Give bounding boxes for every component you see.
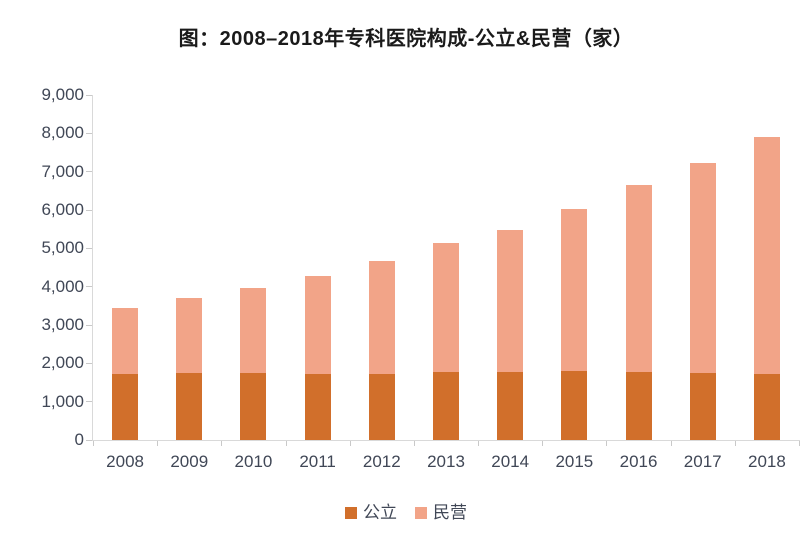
x-axis-label: 2012 [362, 452, 401, 471]
legend-label: 公立 [363, 503, 397, 522]
y-axis-tick [86, 401, 92, 403]
y-axis-label: 7,000 [41, 161, 84, 181]
x-axis-label: 2018 [747, 452, 786, 471]
x-axis-label: 2016 [619, 452, 658, 471]
x-axis-label: 2013 [427, 452, 465, 471]
bar-2011-公立 [304, 374, 331, 440]
bar-2012-公立 [368, 373, 395, 440]
y-axis-label: 9,000 [41, 85, 84, 104]
y-axis-tick [86, 171, 92, 173]
x-axis-tick [542, 441, 544, 446]
y-axis-tick [86, 362, 92, 364]
bar-2015-公立 [561, 371, 588, 440]
legend-item-民营: 民营 [415, 504, 467, 522]
bar-2014-民营 [497, 230, 524, 372]
x-axis-tick [349, 441, 351, 446]
y-axis-tick [86, 247, 92, 249]
y-axis-label: 6,000 [41, 200, 84, 219]
bar-2017-公立 [689, 373, 716, 440]
bar-2016-民营 [625, 185, 652, 372]
bar-2008-民营 [112, 308, 139, 375]
y-axis-tick [86, 324, 92, 326]
y-axis-label: 3,000 [41, 315, 84, 334]
bar-2016-公立 [625, 371, 652, 440]
y-axis-label: 5,000 [41, 238, 84, 258]
bar-2009-民营 [176, 297, 203, 373]
x-axis-label: 2011 [299, 452, 336, 471]
y-axis-tick [86, 94, 92, 96]
bar-2010-民营 [240, 288, 267, 373]
x-axis-label: 2017 [683, 452, 722, 471]
legend-label: 民营 [433, 503, 467, 522]
bar-2015-民营 [561, 209, 588, 372]
y-axis-label: 8,000 [41, 123, 84, 143]
chart-title: 图：2008–2018年专科医院构成-公立&民营（家） [178, 28, 634, 50]
bar-2010-公立 [240, 372, 267, 440]
x-axis-label: 2014 [491, 452, 530, 471]
y-axis-tick [86, 209, 92, 211]
bar-2014-公立 [497, 371, 524, 440]
bar-2018-民营 [753, 137, 780, 374]
x-axis-label: 2009 [170, 452, 209, 471]
y-axis-tick [86, 439, 92, 441]
x-axis-label: 2008 [106, 452, 144, 471]
x-axis-tick [157, 441, 159, 446]
y-axis-label: 0 [74, 430, 84, 449]
x-axis-tick [93, 441, 94, 446]
bar-2013-公立 [433, 371, 459, 440]
bar-2017-民营 [689, 163, 716, 374]
bar-2011-民营 [304, 275, 331, 375]
bar-2008-公立 [112, 374, 139, 440]
x-axis-tick [734, 441, 736, 446]
x-axis-tick [221, 441, 223, 446]
y-axis-tick [86, 132, 92, 134]
legend: 公立 民营 [0, 504, 812, 522]
bar-2018-公立 [753, 373, 780, 440]
legend-item-公立: 公立 [345, 504, 397, 522]
y-axis-label: 2,000 [41, 353, 84, 373]
bar-2009-公立 [176, 372, 203, 440]
y-axis-line [92, 95, 93, 441]
y-axis-label: 4,000 [41, 276, 84, 296]
x-axis-tick [413, 441, 415, 446]
x-axis-tick [670, 441, 672, 446]
x-axis-line [92, 440, 800, 441]
legend-swatch-icon [415, 507, 427, 519]
x-axis-label: 2015 [555, 452, 594, 471]
x-axis-label: 2010 [234, 452, 273, 471]
x-axis-tick [478, 441, 480, 446]
y-axis-tick [86, 286, 92, 288]
x-axis-tick [606, 441, 608, 446]
bar-2013-民营 [433, 243, 459, 372]
legend-swatch-icon [345, 507, 357, 519]
bar-2012-民营 [368, 261, 395, 374]
x-axis-tick [285, 441, 287, 446]
x-axis-tick [799, 441, 800, 446]
y-axis-label: 1,000 [41, 391, 84, 411]
